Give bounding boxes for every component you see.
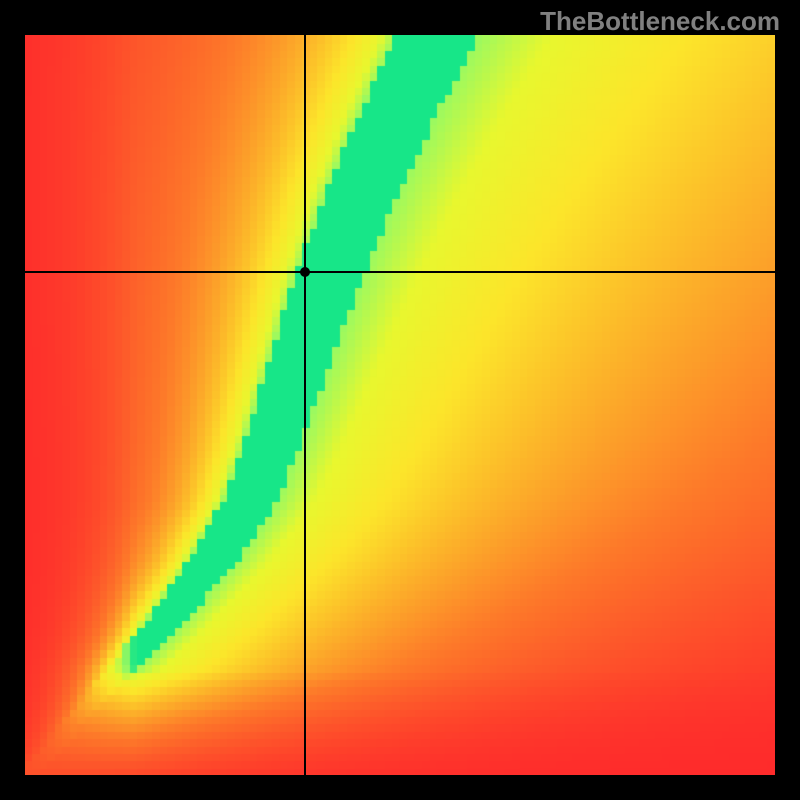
crosshair-horizontal	[25, 271, 775, 273]
bottleneck-heatmap	[25, 35, 775, 775]
watermark-text: TheBottleneck.com	[540, 6, 780, 37]
marker-dot	[300, 267, 310, 277]
crosshair-vertical	[304, 35, 306, 775]
